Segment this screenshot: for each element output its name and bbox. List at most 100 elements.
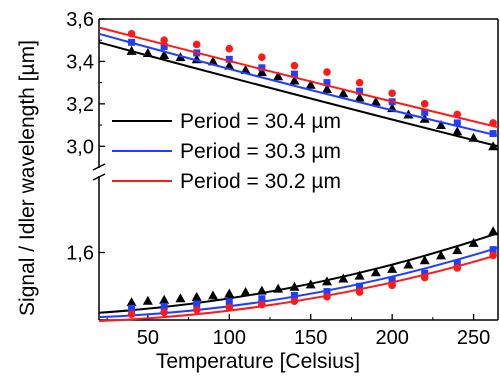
axis-break-mark [92, 173, 106, 181]
data-point-circle [388, 281, 396, 290]
legend-label: Period = 30.2 µm [180, 170, 341, 193]
x-axis-label: Temperature [Celsius] [156, 350, 360, 373]
fit-line-upper [98, 32, 499, 137]
data-point-triangle [240, 287, 251, 297]
axis-ticks: 50 100 150 200 250 3,0 3,2 3,4 3,6 1,6 [66, 9, 490, 349]
data-point-circle [160, 308, 168, 317]
data-point-triangle [452, 245, 463, 255]
data-point-square [290, 70, 298, 78]
data-point-triangle [322, 84, 332, 93]
data-point-circle [127, 310, 136, 319]
data-point-triangle [338, 88, 349, 98]
data-point-circle [355, 78, 364, 87]
data-point-triangle [322, 276, 332, 286]
series-2 [98, 26, 499, 322]
data-point-triangle [468, 237, 479, 247]
data-point-circle [225, 44, 234, 53]
data-point-triangle [256, 285, 267, 295]
fit-line-lower [98, 246, 499, 319]
data-point-square [128, 38, 136, 46]
data-point-circle [225, 303, 234, 312]
data-point-square [128, 304, 136, 312]
data-point-triangle [338, 273, 349, 283]
data-point-triangle [370, 96, 381, 106]
data-point-triangle [289, 75, 300, 85]
data-point-circle [355, 288, 364, 296]
data-point-triangle [273, 71, 284, 81]
data-point-triangle [468, 132, 479, 142]
data-point-triangle [126, 45, 137, 55]
data-point-circle [420, 100, 429, 108]
data-point-triangle [256, 67, 267, 77]
data-point-square [193, 300, 201, 308]
data-point-triangle [191, 291, 202, 301]
data-point-square [290, 291, 298, 299]
legend: Period = 30.4 µm Period = 30.3 µm Period =… [112, 110, 341, 193]
legend-label: Period = 30.4 µm [180, 110, 341, 133]
data-point-square [421, 269, 429, 277]
data-point-square [225, 298, 233, 306]
data-point-triangle [419, 255, 430, 265]
x-tick-label: 200 [375, 327, 408, 349]
data-point-circle [420, 273, 429, 282]
data-point-square [388, 276, 396, 284]
data-point-square [160, 303, 168, 310]
data-point-triangle [305, 279, 316, 289]
data-point-circle [489, 119, 497, 127]
data-point-circle [388, 89, 396, 98]
data-point-square [421, 108, 429, 116]
data-point-circle [192, 40, 201, 49]
fit-line-upper [98, 26, 499, 129]
data-point-square [323, 79, 331, 87]
data-point-square [258, 295, 266, 303]
fit-line-lower [98, 232, 499, 314]
data-point-triangle [488, 141, 499, 151]
fit-line-lower [98, 253, 499, 322]
fit-line-upper [98, 41, 499, 148]
data-point-triangle [354, 92, 365, 102]
data-point-triangle [142, 47, 153, 57]
data-point-triangle [354, 270, 365, 280]
axis-break-mark [92, 163, 106, 171]
data-point-triangle [159, 294, 170, 304]
data-point-circle [192, 306, 201, 314]
data-point-circle [323, 68, 331, 76]
data-point-square [453, 259, 461, 267]
data-point-triangle [273, 283, 284, 293]
series-layer [98, 26, 499, 322]
data-point-square [225, 55, 233, 63]
data-point-triangle [224, 288, 235, 298]
data-point-triangle [175, 293, 186, 303]
data-point-triangle [436, 250, 446, 260]
data-point-triangle [403, 259, 414, 269]
plot-frame [92, 18, 499, 321]
data-point-square [160, 43, 168, 51]
legend-label: Period = 30.3 µm [180, 140, 341, 163]
data-point-triangle [488, 226, 499, 236]
data-point-triangle [126, 297, 137, 307]
data-point-circle [160, 36, 168, 45]
data-point-triangle [452, 126, 463, 136]
data-point-square [356, 282, 364, 290]
data-point-circle [453, 110, 462, 119]
data-point-circle [290, 297, 299, 305]
data-point-circle [258, 300, 266, 309]
x-tick-label: 150 [294, 327, 327, 349]
data-point-circle [290, 61, 299, 70]
series-0 [98, 41, 499, 314]
series-1 [98, 32, 499, 319]
y-tick-label: 3,4 [66, 51, 94, 73]
data-point-triangle [159, 50, 170, 60]
data-point-circle [489, 251, 497, 260]
data-point-triangle [289, 281, 300, 291]
y-tick-label: 3,2 [66, 94, 94, 116]
data-point-square [323, 288, 331, 296]
data-point-circle [258, 53, 266, 61]
data-point-square [489, 130, 497, 138]
y-tick-label: 3,6 [66, 9, 94, 31]
x-tick-label: 50 [137, 327, 159, 349]
data-point-circle [127, 30, 136, 38]
y-tick-label: 3,0 [66, 136, 94, 158]
x-tick-label: 100 [213, 327, 246, 349]
